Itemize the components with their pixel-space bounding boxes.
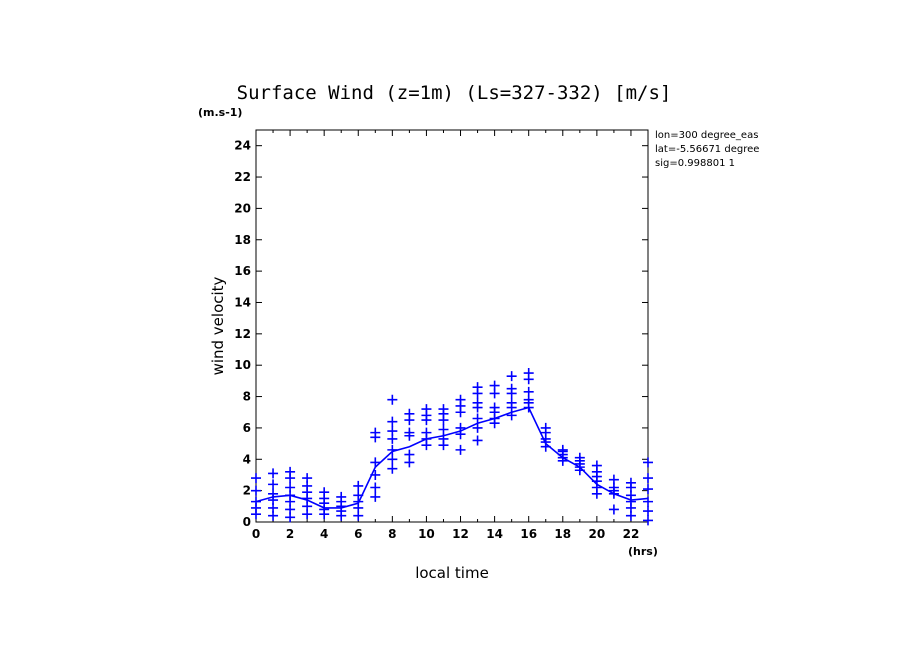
scatter-point [404, 427, 415, 438]
y-tick-label: 0 [243, 515, 251, 529]
scatter-point [404, 408, 415, 419]
scatter-point [268, 479, 279, 490]
y-unit-label: (m.s-1) [198, 106, 242, 119]
y-tick-label: 8 [243, 390, 251, 404]
scatter-point [643, 496, 653, 507]
y-tick-label: 14 [234, 295, 251, 309]
x-tick-label: 10 [418, 527, 435, 541]
x-tick-label: 22 [623, 527, 640, 541]
scatter-point [404, 449, 415, 460]
scatter-point [557, 444, 568, 455]
scatter-point [370, 427, 381, 438]
info-sig: sig=0.998801 1 [655, 158, 735, 169]
scatter-point [608, 504, 619, 515]
scatter-point [643, 506, 653, 517]
scatter-point [387, 463, 398, 474]
x-tick-label: 2 [286, 527, 294, 541]
scatter-point [421, 427, 432, 438]
scatter-point [387, 394, 398, 405]
scatter-point [336, 491, 347, 502]
y-tick-label: 18 [234, 233, 251, 247]
scatter-point [472, 422, 483, 433]
scatter-point [353, 480, 364, 491]
scatter-point [489, 380, 500, 391]
y-axis-label: wind velocity [209, 276, 227, 375]
scatter-point [319, 487, 330, 498]
y-tick-label: 2 [243, 484, 251, 498]
x-tick-label: 20 [589, 527, 606, 541]
info-panel: lon=300 degree_eas lat=-5.56671 degree s… [655, 130, 759, 169]
info-lat: lat=-5.56671 degree [655, 144, 759, 155]
scatter-point [506, 383, 517, 394]
scatter-point [472, 382, 483, 393]
scatter-point [370, 457, 381, 468]
scatter-point [251, 485, 261, 496]
scatter-point [370, 482, 381, 493]
info-lon: lon=300 degree_eas [655, 130, 758, 141]
scatter-point [506, 397, 517, 408]
scatter-point [251, 473, 261, 484]
scatter-point [472, 435, 483, 446]
scatter-point [523, 386, 534, 397]
y-tick-label: 10 [234, 358, 251, 372]
x-tick-label: 12 [452, 527, 469, 541]
scatter-point [643, 515, 653, 526]
scatter-point [387, 416, 398, 427]
x-tick-label: 6 [354, 527, 362, 541]
scatter-point [302, 473, 313, 484]
x-tick-label: 16 [520, 527, 537, 541]
x-tick-label: 4 [320, 527, 328, 541]
scatter-point [268, 468, 279, 479]
scatter-point [608, 474, 619, 485]
x-tick-label: 18 [554, 527, 571, 541]
x-unit-label: (hrs) [628, 545, 658, 558]
x-axis-label: local time [415, 564, 489, 582]
scatter-point [370, 491, 381, 502]
y-tick-label: 22 [234, 170, 251, 184]
scatter-point [472, 413, 483, 424]
scatter-point [285, 482, 296, 493]
y-tick-label: 6 [243, 421, 251, 435]
scatter-point [438, 404, 449, 415]
scatter-point [574, 452, 585, 463]
scatter-point [489, 402, 500, 413]
x-tick-label: 0 [252, 527, 260, 541]
scatter-point [523, 368, 534, 379]
scatter-point [387, 454, 398, 465]
scatter-point [540, 422, 551, 433]
scatter-point [438, 424, 449, 435]
scatter-point [643, 484, 653, 495]
x-axis-ticks: 0 2 4 6 8 10 12 14 16 18 20 22 [252, 130, 649, 541]
mean-wind-line [255, 406, 649, 509]
x-tick-label: 8 [388, 527, 396, 541]
plot-area [255, 129, 649, 523]
y-tick-label: 20 [234, 201, 251, 215]
y-tick-label: 4 [243, 452, 251, 466]
y-tick-label: 16 [234, 264, 251, 278]
scatter-point [455, 444, 466, 455]
scatter-point [591, 460, 602, 471]
scatter-point [455, 394, 466, 405]
scatter-point [643, 473, 653, 484]
scatter-point [285, 466, 296, 477]
x-tick-label: 14 [486, 527, 503, 541]
scatter-point [387, 426, 398, 437]
scatter-point [643, 457, 653, 468]
scatter-point [506, 371, 517, 382]
scatter-point [625, 477, 636, 488]
y-tick-label: 12 [234, 327, 251, 341]
chart-title: Surface Wind (z=1m) (Ls=327-332) [m/s] [237, 82, 672, 104]
scatter-point [472, 397, 483, 408]
y-tick-label: 24 [234, 139, 251, 153]
scatter-point [421, 404, 432, 415]
